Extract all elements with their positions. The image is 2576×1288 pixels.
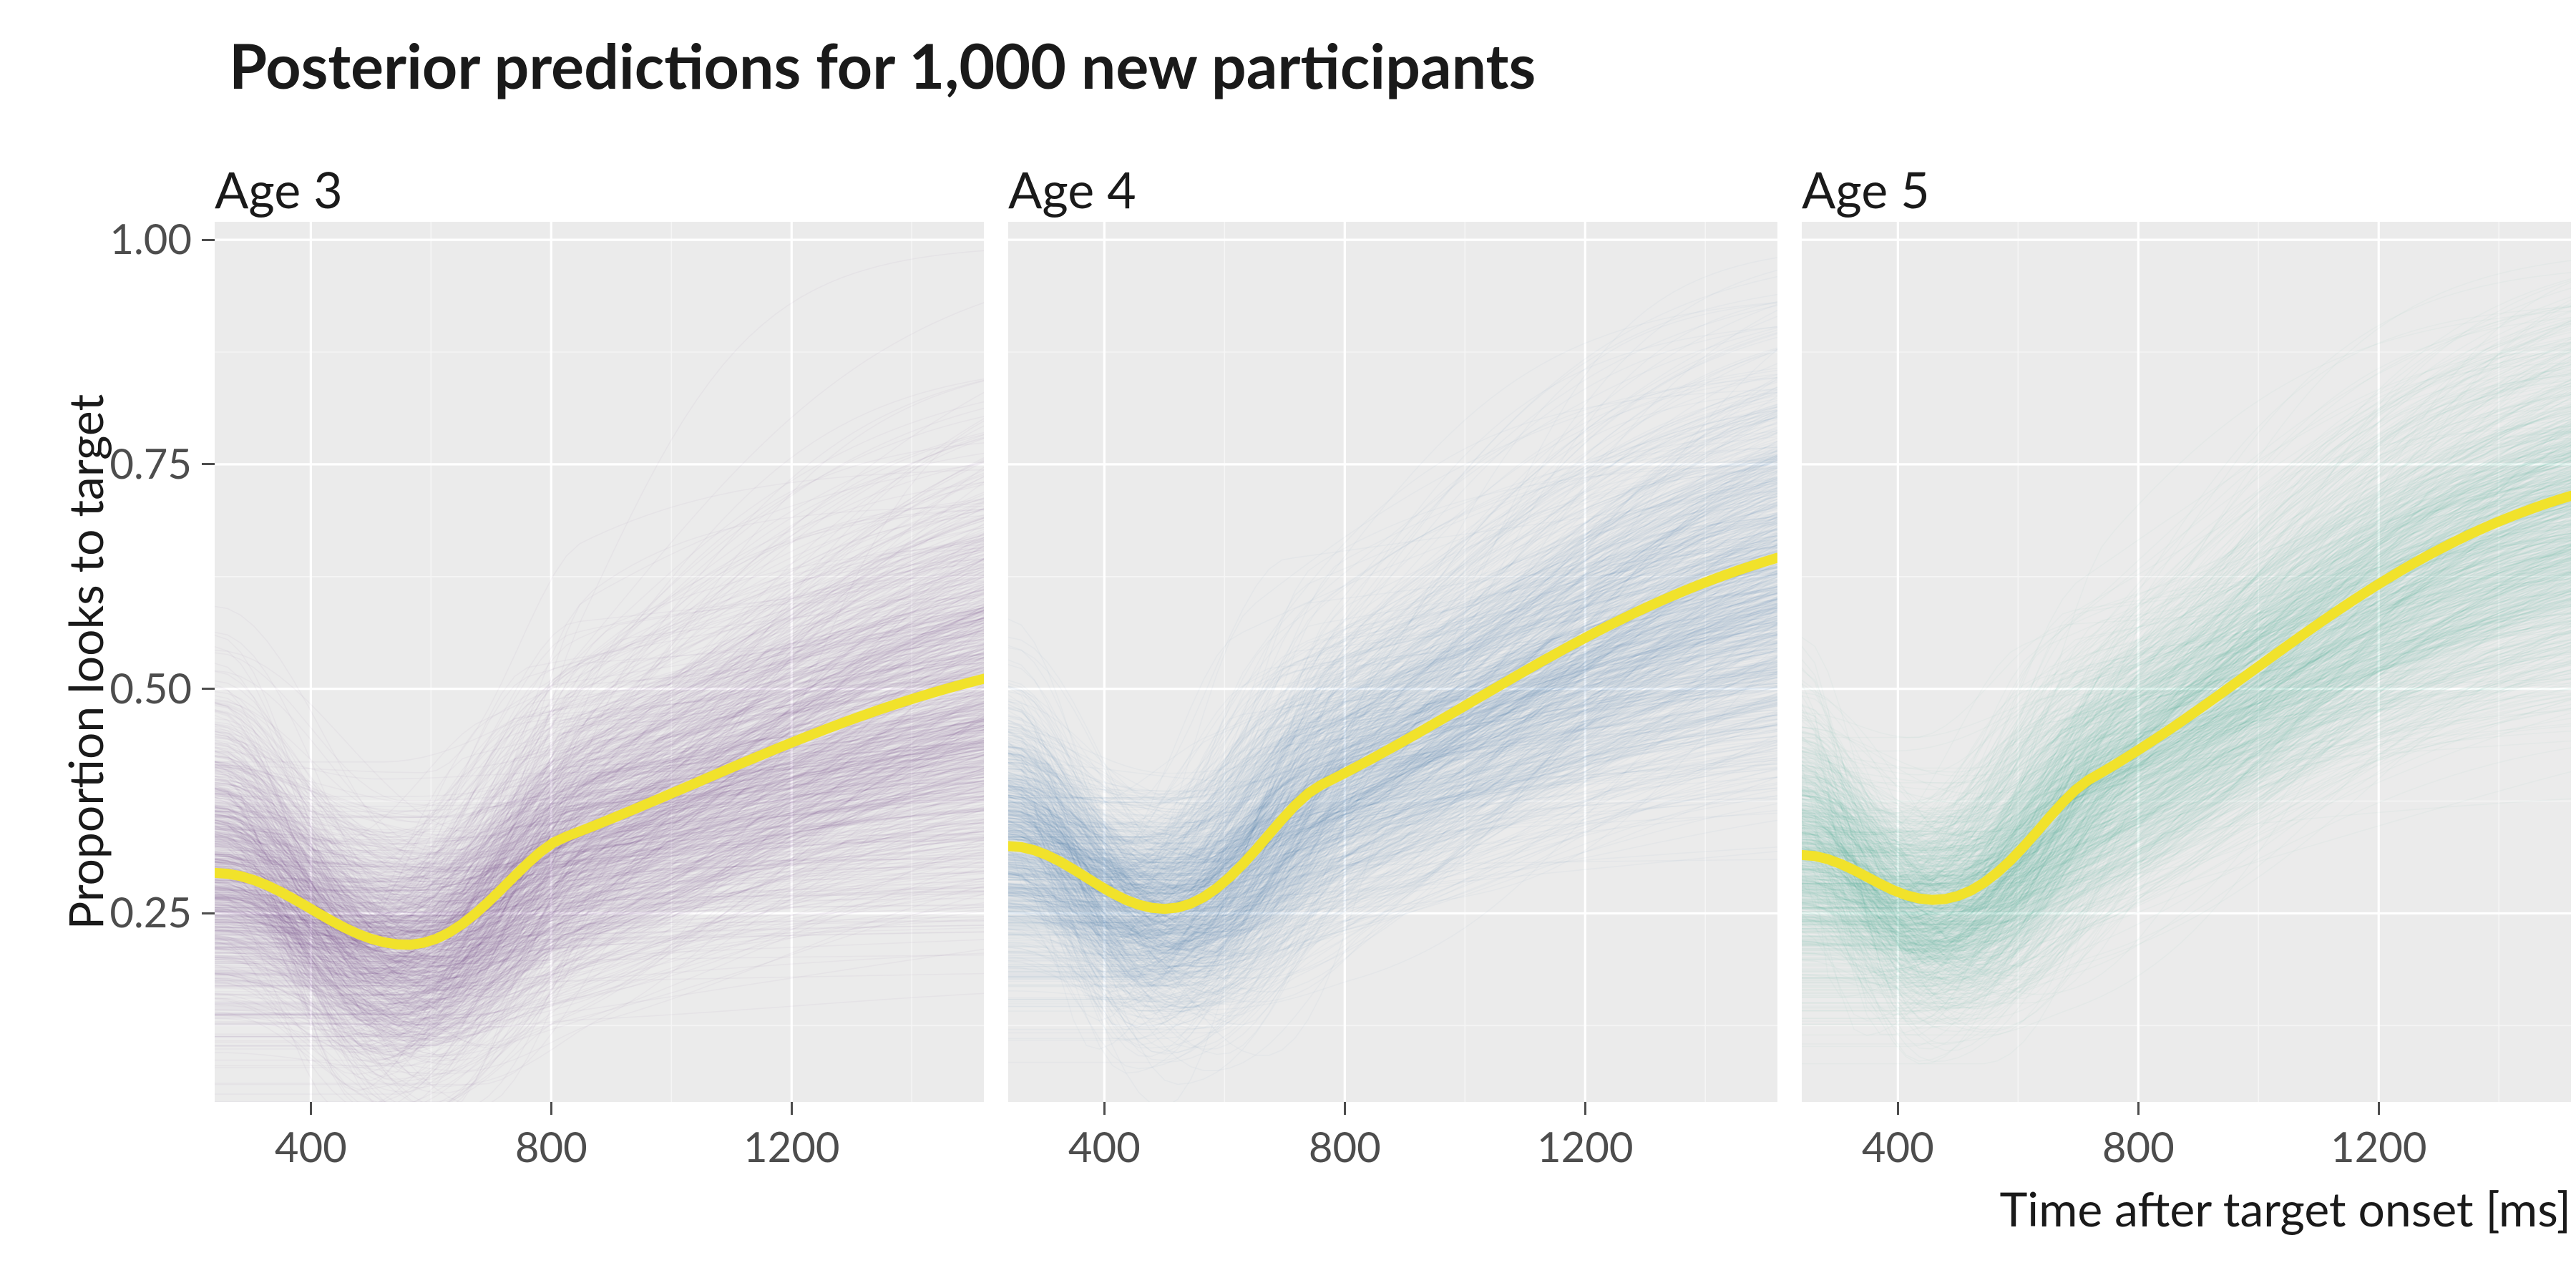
y-tick-label: 0.25 xyxy=(109,887,192,937)
panel-svg xyxy=(1802,222,2571,1102)
x-tick-mark xyxy=(1103,1102,1106,1115)
x-tick-label: 400 xyxy=(1040,1122,1169,1171)
x-axis-title: Time after target onset [ms] xyxy=(1569,1181,2571,1237)
chart-panel xyxy=(1008,222,1777,1102)
x-tick-mark xyxy=(550,1102,552,1115)
y-tick-label: 1.00 xyxy=(109,214,192,263)
y-tick-mark xyxy=(202,688,215,690)
panel-svg xyxy=(1008,222,1777,1102)
figure-root: Posterior predictions for 1,000 new part… xyxy=(0,0,2576,1288)
x-tick-label: 800 xyxy=(1280,1122,1409,1171)
chart-panel xyxy=(1802,222,2571,1102)
x-tick-label: 400 xyxy=(1833,1122,1962,1171)
y-tick-mark xyxy=(202,239,215,241)
x-tick-label: 1200 xyxy=(2314,1122,2443,1171)
chart-panel xyxy=(215,222,984,1102)
y-tick-label: 0.75 xyxy=(109,439,192,488)
y-tick-mark xyxy=(202,912,215,914)
x-tick-label: 1200 xyxy=(727,1122,856,1171)
y-axis-title: Proportion looks to target xyxy=(57,222,114,1102)
x-tick-label: 800 xyxy=(487,1122,615,1171)
facet-title: Age 3 xyxy=(215,159,343,219)
x-tick-label: 400 xyxy=(246,1122,375,1171)
x-tick-mark xyxy=(2137,1102,2140,1115)
figure-title: Posterior predictions for 1,000 new part… xyxy=(229,29,1536,102)
y-tick-label: 0.50 xyxy=(109,663,192,713)
x-tick-mark xyxy=(2378,1102,2380,1115)
y-tick-mark xyxy=(202,463,215,465)
x-tick-label: 1200 xyxy=(1521,1122,1649,1171)
facet-title: Age 5 xyxy=(1802,159,1930,219)
x-tick-mark xyxy=(791,1102,793,1115)
facet-title: Age 4 xyxy=(1008,159,1136,219)
x-tick-mark xyxy=(1344,1102,1346,1115)
x-tick-mark xyxy=(1897,1102,1899,1115)
x-tick-mark xyxy=(310,1102,312,1115)
x-tick-mark xyxy=(1584,1102,1586,1115)
panel-svg xyxy=(215,222,984,1102)
x-tick-label: 800 xyxy=(2074,1122,2202,1171)
